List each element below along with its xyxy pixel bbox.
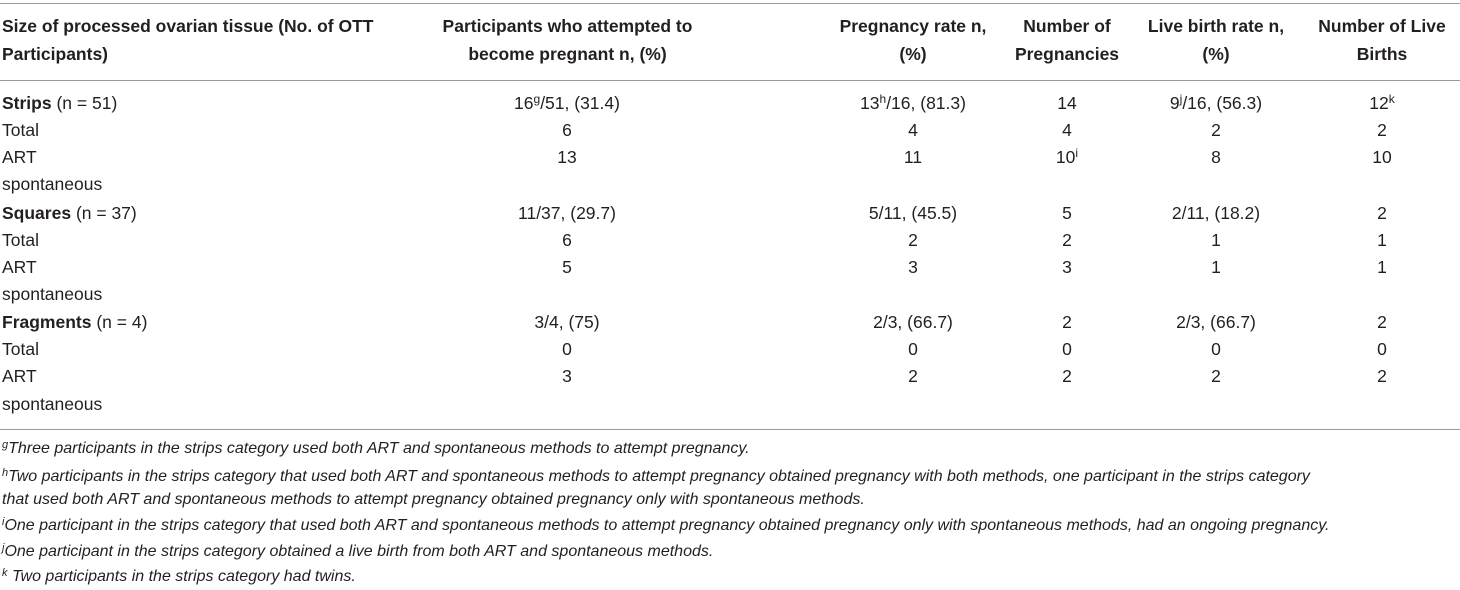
cell-attempted: 6: [562, 120, 572, 140]
cell-num-live-births: 2: [1377, 120, 1387, 140]
cell-pregnancy-rate: 5/11, (45.5): [868, 203, 958, 223]
table-row: ART 3 2 2 2 2: [0, 363, 1460, 390]
cell-live-birth-rate: 2/3, (66.7): [1176, 312, 1256, 332]
cell-num-live-births: 2: [1377, 203, 1387, 223]
row-label: ART: [2, 257, 37, 277]
cell-num-live-births: 12k: [1369, 92, 1395, 113]
cell-attempted: 6: [562, 230, 572, 250]
cell-live-birth-rate: 2: [1211, 120, 1221, 140]
cell-attempted: 0: [562, 339, 572, 359]
cell-num-live-births: 2: [1377, 366, 1387, 386]
footnote-h: hTwo participants in the strips category…: [2, 467, 1310, 486]
header-number-of-live-births: Number of Live Births: [1318, 16, 1446, 64]
group-label: Fragments (n = 4): [2, 312, 148, 332]
cell-attempted: 16g/51, (31.4): [514, 92, 620, 113]
cell-attempted: 3: [562, 366, 572, 386]
table-row: ART 5 3 3 1 1: [0, 254, 1460, 281]
header-pregnancy-rate: Pregnancy rate n, (%): [839, 16, 987, 64]
cell-pregnancy-rate: 0: [908, 339, 918, 359]
cell-attempted: 3/4, (75): [534, 312, 600, 332]
table-row: Strips (n = 51) 16g/51, (31.4) 13h/16, (…: [0, 90, 1460, 117]
footnote-j: jOne participant in the strips category …: [2, 542, 714, 561]
cell-num-pregnancies: 3: [1062, 257, 1072, 277]
cell-pregnancy-rate: 4: [908, 120, 918, 140]
cell-num-pregnancies: 5: [1062, 203, 1072, 223]
footnote-g: gThree participants in the strips catego…: [2, 439, 750, 458]
row-label: Total: [2, 120, 39, 140]
cell-num-live-births: 1: [1377, 257, 1387, 277]
cell-attempted: 11/37, (29.7): [518, 203, 616, 223]
footnote-i: iOne participant in the strips category …: [2, 516, 1330, 535]
cell-num-pregnancies: 14: [1057, 93, 1077, 113]
cell-live-birth-rate: 0: [1211, 339, 1221, 359]
cell-pregnancy-rate: 11: [903, 147, 923, 167]
group-label: Squares (n = 37): [2, 203, 137, 223]
cell-num-pregnancies: 2: [1062, 230, 1072, 250]
row-label: spontaneous: [2, 174, 103, 194]
cell-pregnancy-rate: 2/3, (66.7): [873, 312, 953, 332]
cell-num-pregnancies: 2: [1062, 366, 1072, 386]
cell-pregnancy-rate: 3: [908, 257, 918, 277]
cell-live-birth-rate: 1: [1211, 257, 1221, 277]
footnote-k: k Two participants in the strips categor…: [2, 567, 356, 586]
table-top-rule: [0, 3, 1460, 4]
cell-num-pregnancies: 10i: [1055, 146, 1079, 167]
cell-attempted: 5: [562, 257, 572, 277]
cell-num-live-births: 10: [1372, 147, 1392, 167]
group-label: Strips (n = 51): [2, 93, 118, 113]
row-label: Total: [2, 230, 39, 250]
header-participants-attempted: Participants who attempted to become pre…: [442, 16, 693, 64]
cell-num-live-births: 1: [1377, 230, 1387, 250]
table-row: Squares (n = 37) 11/37, (29.7) 5/11, (45…: [0, 200, 1460, 227]
table-row: ART 13 11 10i 8 10: [0, 144, 1460, 171]
cell-num-live-births: 2: [1377, 312, 1387, 332]
cell-pregnancy-rate: 13h/16, (81.3): [860, 92, 966, 113]
cell-live-birth-rate: 8: [1211, 147, 1221, 167]
cell-pregnancy-rate: 2: [908, 366, 918, 386]
header-live-birth-rate: Live birth rate n, (%): [1147, 16, 1285, 64]
table-bottom-rule: [0, 429, 1460, 430]
row-label: ART: [2, 366, 37, 386]
cell-num-pregnancies: 2: [1062, 312, 1072, 332]
table-row: spontaneous: [0, 391, 1460, 418]
cell-num-live-births: 0: [1377, 339, 1387, 359]
row-label: Total: [2, 339, 39, 359]
row-label: ART: [2, 147, 37, 167]
cell-num-pregnancies: 4: [1062, 120, 1072, 140]
header-tissue-size: Size of processed ovarian tissue (No. of…: [2, 16, 374, 64]
row-label: spontaneous: [2, 394, 103, 414]
cell-pregnancy-rate: 2: [908, 230, 918, 250]
header-number-of-pregnancies: Number of Pregnancies: [1014, 16, 1120, 64]
cell-attempted: 13: [557, 147, 577, 167]
cell-live-birth-rate: 1: [1211, 230, 1221, 250]
table-row: Total 6 4 4 2 2: [0, 117, 1460, 144]
table-row: Total 6 2 2 1 1: [0, 227, 1460, 254]
table-row: Fragments (n = 4) 3/4, (75) 2/3, (66.7) …: [0, 309, 1460, 336]
table-row: spontaneous: [0, 171, 1460, 198]
header-bottom-rule: [0, 80, 1460, 81]
footnote-h-continued: that used both ART and spontaneous metho…: [2, 491, 865, 508]
cell-live-birth-rate: 2/11, (18.2): [1171, 203, 1261, 223]
table-row: spontaneous: [0, 281, 1460, 308]
row-label: spontaneous: [2, 284, 103, 304]
cell-live-birth-rate: 9j/16, (56.3): [1169, 92, 1263, 113]
table-row: Total 0 0 0 0 0: [0, 336, 1460, 363]
cell-num-pregnancies: 0: [1062, 339, 1072, 359]
cell-live-birth-rate: 2: [1211, 366, 1221, 386]
